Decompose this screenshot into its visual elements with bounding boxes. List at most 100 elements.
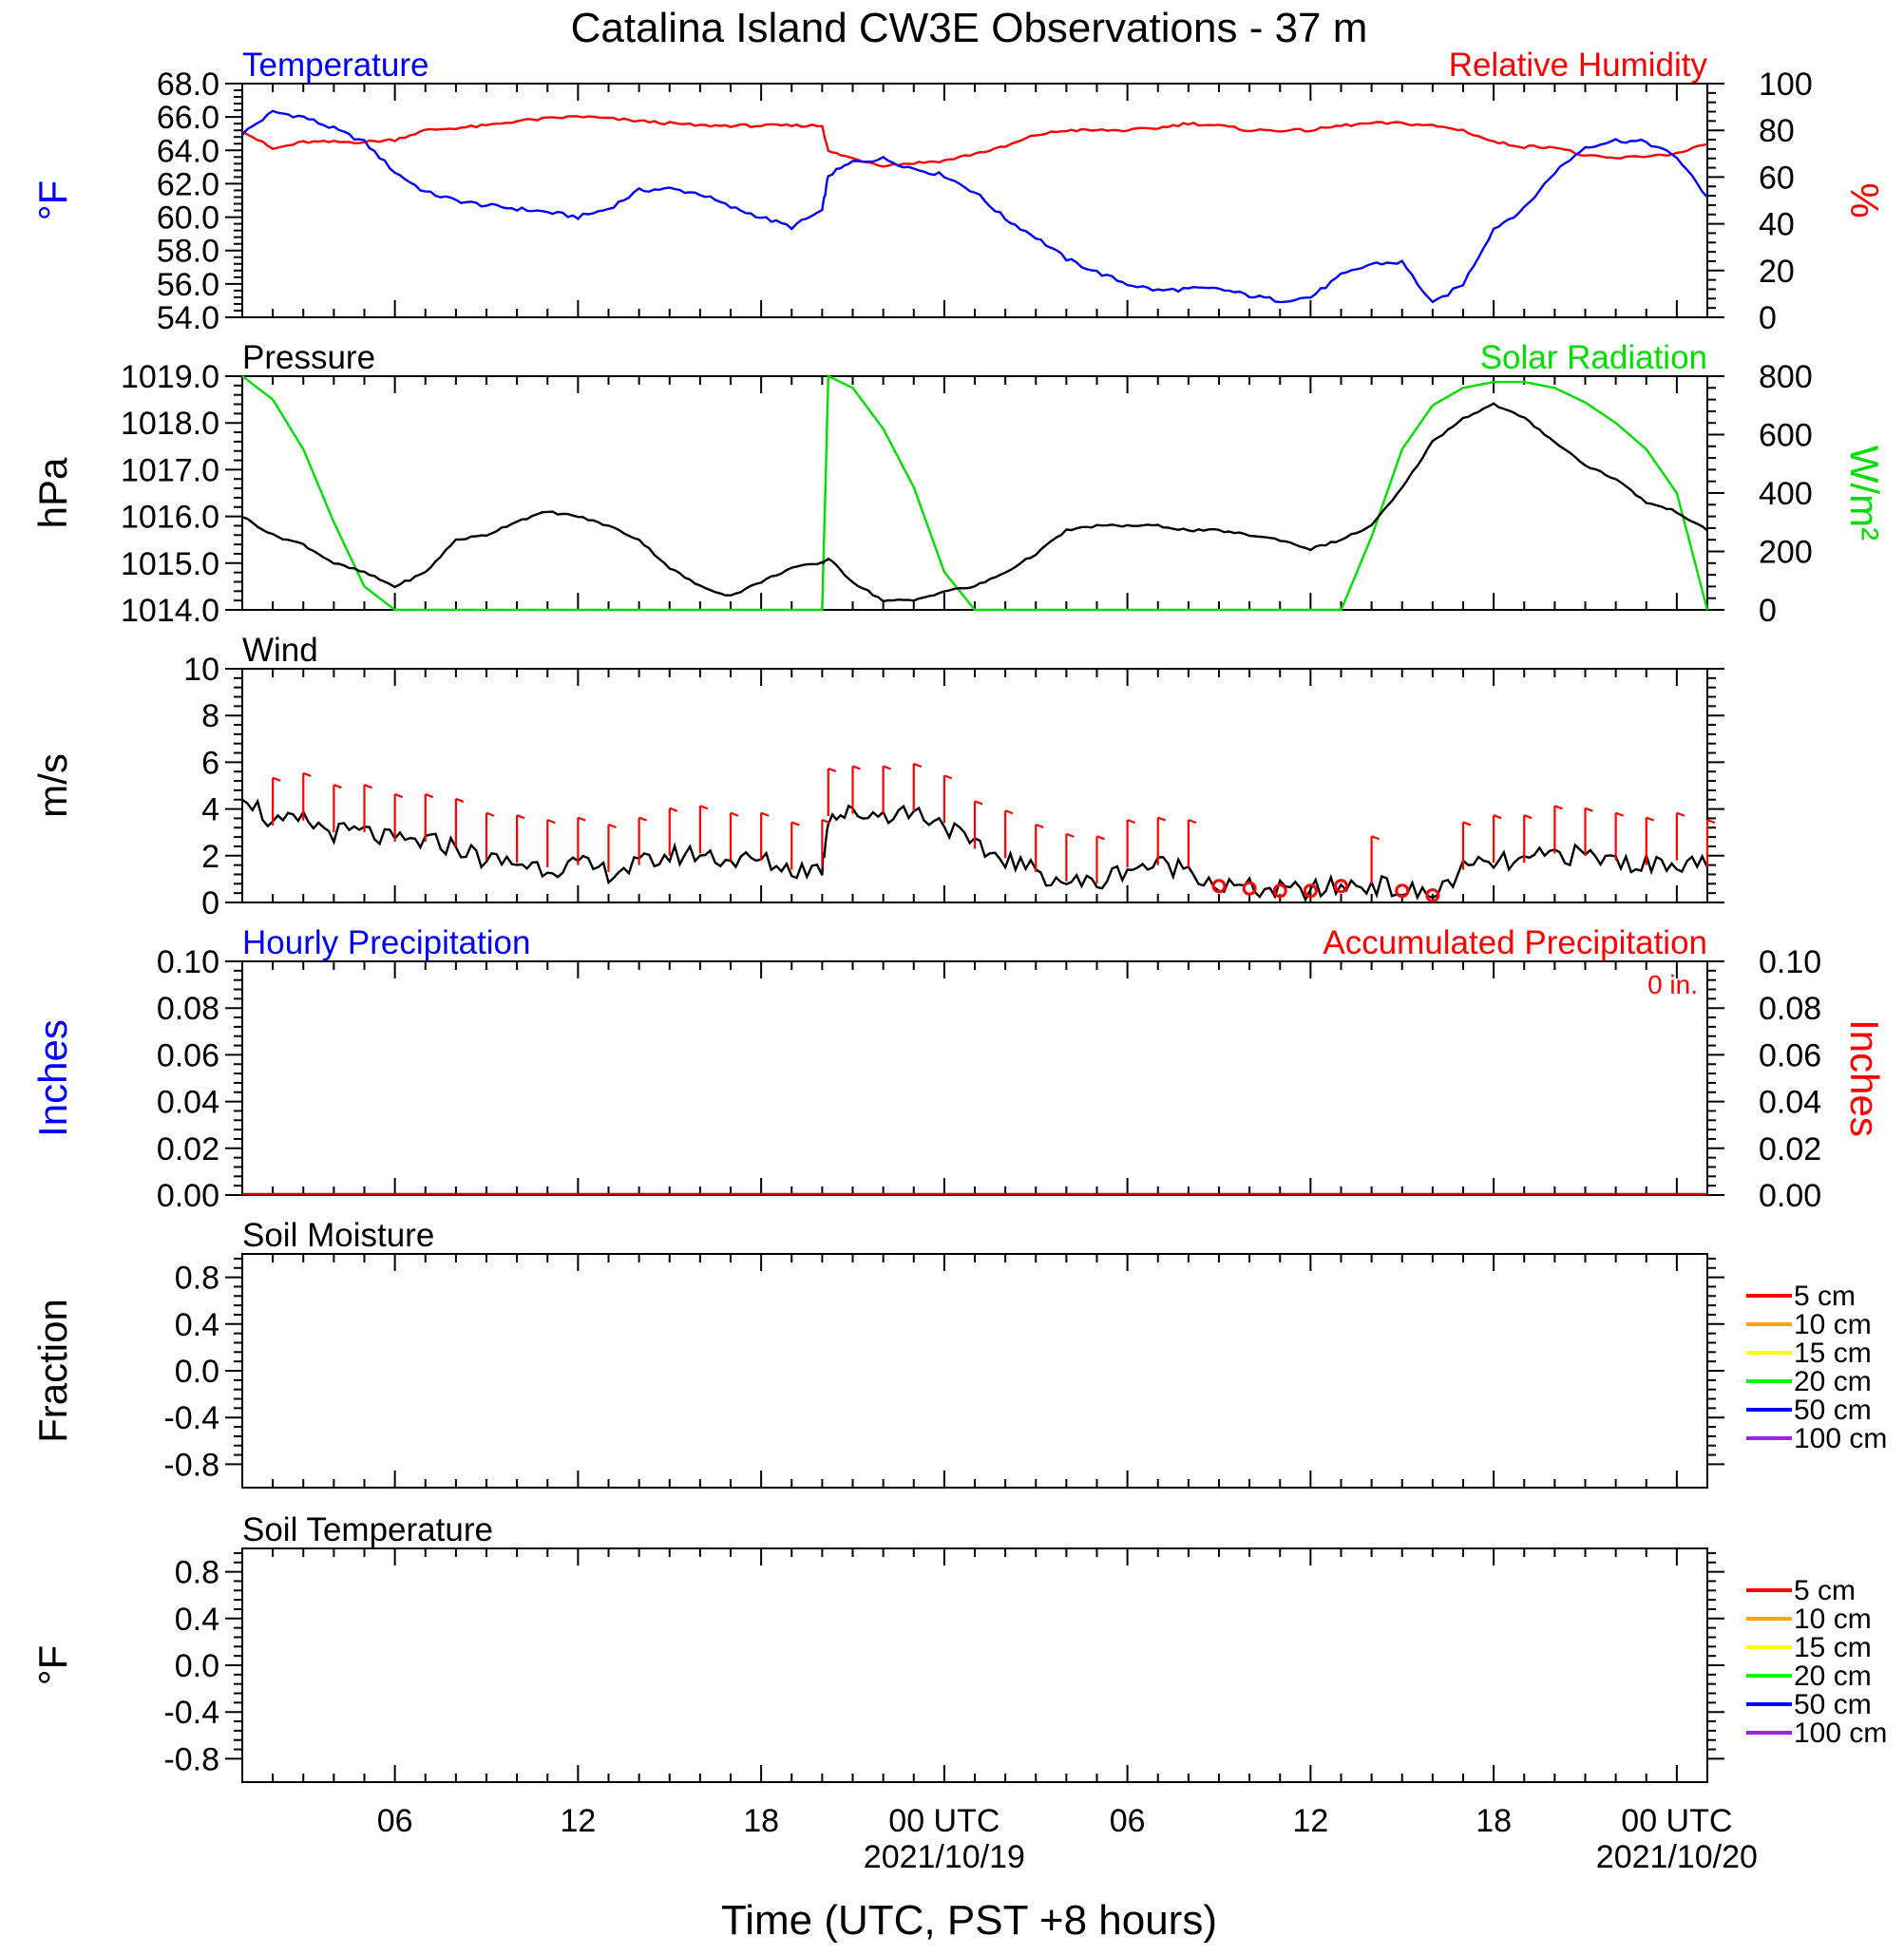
y-tick-label: 8 — [201, 698, 219, 734]
precip-panel — [225, 960, 1724, 1196]
wind-barb-flag — [486, 811, 495, 817]
x-tick-label: 12 — [1292, 1803, 1328, 1839]
y-tick-label: 1018.0 — [121, 406, 219, 442]
y-tick-label: 0.10 — [157, 944, 219, 980]
temp_rh-right-title: Relative Humidity — [1449, 47, 1708, 84]
wind-calm-marker — [1425, 888, 1440, 903]
wind-barb-flag — [455, 797, 465, 803]
soil_temperature-left-title: Soil Temperature — [242, 1511, 493, 1548]
pressure-line — [241, 402, 1708, 603]
rh-line — [241, 115, 1708, 168]
precip-frame — [241, 960, 1708, 1196]
wind-barb-flag — [760, 811, 770, 817]
y-tick-label: 0.8 — [175, 1261, 219, 1297]
y-tick-label: -0.8 — [163, 1741, 219, 1777]
y-tick-label: 2 — [201, 839, 219, 875]
x-axis-title: Time (UTC, PST +8 hours) — [721, 1897, 1217, 1944]
x-tick-label: 18 — [743, 1803, 779, 1839]
wind-frame — [241, 668, 1708, 903]
temp_rh-left-title: Temperature — [242, 47, 428, 84]
wind-left-unit: m/s — [30, 753, 75, 818]
y-tick-label: 56.0 — [157, 267, 219, 303]
y-tick-label: 62.0 — [157, 166, 219, 202]
y-tick-label: 0.8 — [175, 1555, 219, 1591]
wind-calm-marker — [1242, 881, 1257, 896]
soil_temperature-panel — [225, 1547, 1724, 1783]
wind-barb-flag — [943, 774, 953, 780]
y2-tick-label: 0.04 — [1759, 1085, 1821, 1121]
x-tick-label: 18 — [1476, 1803, 1512, 1839]
accum-total: 0 in. — [1647, 970, 1698, 999]
y2-tick-label: 100 — [1759, 66, 1813, 103]
soil_moisture-frame — [241, 1253, 1708, 1489]
wind-barb-flag — [1035, 823, 1044, 829]
legend-label: 20 cm — [1794, 1366, 1872, 1397]
wind-barb-flag — [913, 763, 923, 769]
wind-barb-flag — [790, 821, 800, 826]
y-tick-label: 1014.0 — [121, 593, 219, 629]
y-tick-label: 1015.0 — [121, 546, 219, 582]
series-layer — [241, 109, 1716, 1196]
y2-tick-label: 0.06 — [1759, 1037, 1821, 1073]
x-tick-label: 06 — [377, 1803, 413, 1839]
y-tick-label: 0.08 — [157, 991, 219, 1027]
y2-tick-label: 200 — [1759, 535, 1813, 571]
y-tick-label: 0.00 — [157, 1178, 219, 1214]
legend-label: 10 cm — [1794, 1604, 1872, 1635]
soil_temperature-left-unit: °F — [30, 1645, 75, 1685]
x-tick-label: 00 UTC — [1621, 1803, 1732, 1839]
wind-barb-flag — [1065, 832, 1075, 838]
precip-left-title: Hourly Precipitation — [242, 924, 530, 961]
y-tick-label: 0.4 — [175, 1602, 219, 1638]
wind-barb-flag — [669, 807, 678, 812]
pressure_solar-left-unit: hPa — [30, 457, 75, 528]
y-tick-label: 68.0 — [157, 66, 219, 103]
legend-label: 50 cm — [1794, 1689, 1872, 1720]
wind-barb-flag — [333, 784, 342, 789]
wind-barb-flag — [730, 811, 739, 817]
wind-barb-flag — [638, 816, 648, 822]
pressure_solar-frame — [241, 375, 1708, 611]
y-tick-label: 54.0 — [157, 300, 219, 336]
y-tick-label: -0.4 — [163, 1400, 219, 1436]
y-tick-label: 10 — [183, 652, 219, 688]
y2-tick-label: 600 — [1759, 418, 1813, 454]
wind-barb-flag — [1188, 819, 1197, 825]
wind-barb-flag — [272, 776, 281, 782]
y2-tick-label: 0 — [1759, 300, 1777, 336]
wind-barb-flag — [1127, 819, 1136, 825]
soil_moisture-left-title: Soil Moisture — [242, 1217, 434, 1254]
solar-line — [241, 374, 1709, 612]
pressure_solar-right-unit: W/m² — [1842, 446, 1887, 541]
y-tick-label: 66.0 — [157, 100, 219, 136]
wind-barb-flag — [302, 771, 312, 777]
wind-barb-flag — [1646, 816, 1655, 822]
y-tick-label: 0.02 — [157, 1131, 219, 1167]
x-date-label: 2021/10/20 — [1596, 1839, 1758, 1875]
y-tick-label: 0.4 — [175, 1307, 219, 1343]
precip-right-title: Accumulated Precipitation — [1323, 924, 1707, 961]
y2-tick-label: 20 — [1759, 254, 1795, 290]
wind-left-title: Wind — [242, 632, 318, 669]
y2-tick-label: 800 — [1759, 359, 1813, 395]
wind-line — [241, 798, 1709, 902]
y2-tick-label: 80 — [1759, 113, 1795, 149]
y2-tick-label: 0.00 — [1759, 1178, 1821, 1214]
y-tick-label: 6 — [201, 745, 219, 781]
temp_rh-left-unit: °F — [30, 180, 75, 220]
wind-barb-flag — [974, 800, 983, 806]
legend-label: 50 cm — [1794, 1395, 1872, 1426]
soil_temperature-frame — [241, 1547, 1708, 1783]
soil_moisture-panel — [225, 1253, 1724, 1489]
y-tick-label: 0 — [201, 885, 219, 921]
wind-barb-flag — [883, 765, 892, 770]
y-tick-label: 0.06 — [157, 1037, 219, 1073]
wind-barb-flag — [828, 767, 837, 773]
legend-label: 5 cm — [1794, 1281, 1856, 1312]
label-layer: 68.066.064.062.060.058.056.054.010080604… — [30, 47, 1887, 1777]
y2-tick-label: 40 — [1759, 207, 1795, 243]
